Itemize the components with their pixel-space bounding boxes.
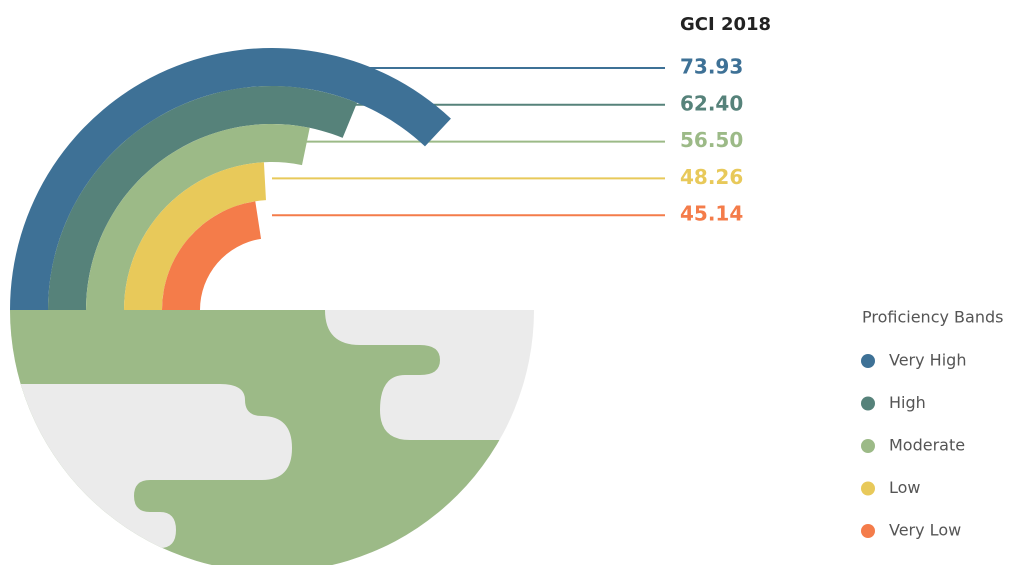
arc-bar [86,124,310,311]
chart-title: GCI 2018 [680,14,771,35]
value-label: 48.26 [680,165,743,189]
value-label: 73.93 [680,55,743,79]
value-label: 56.50 [680,128,743,152]
arc-bar [48,85,358,310]
legend-label: Moderate [889,436,965,455]
legend-label: Low [889,478,921,497]
arc-bar [162,201,262,310]
legend-label: High [889,393,926,412]
legend-label: Very Low [889,521,961,540]
legend-marker [861,524,875,538]
legend-marker [861,354,875,368]
legend-marker [861,439,875,453]
legend-marker [861,481,875,496]
legend-title: Proficiency Bands [862,308,1003,327]
legend-marker [861,396,875,411]
arc-bar [124,162,266,310]
value-label: 62.40 [680,91,743,115]
value-label: 45.14 [680,202,743,226]
legend-label: Very High [889,351,966,370]
globe [10,310,534,565]
arc-bar [10,47,451,311]
